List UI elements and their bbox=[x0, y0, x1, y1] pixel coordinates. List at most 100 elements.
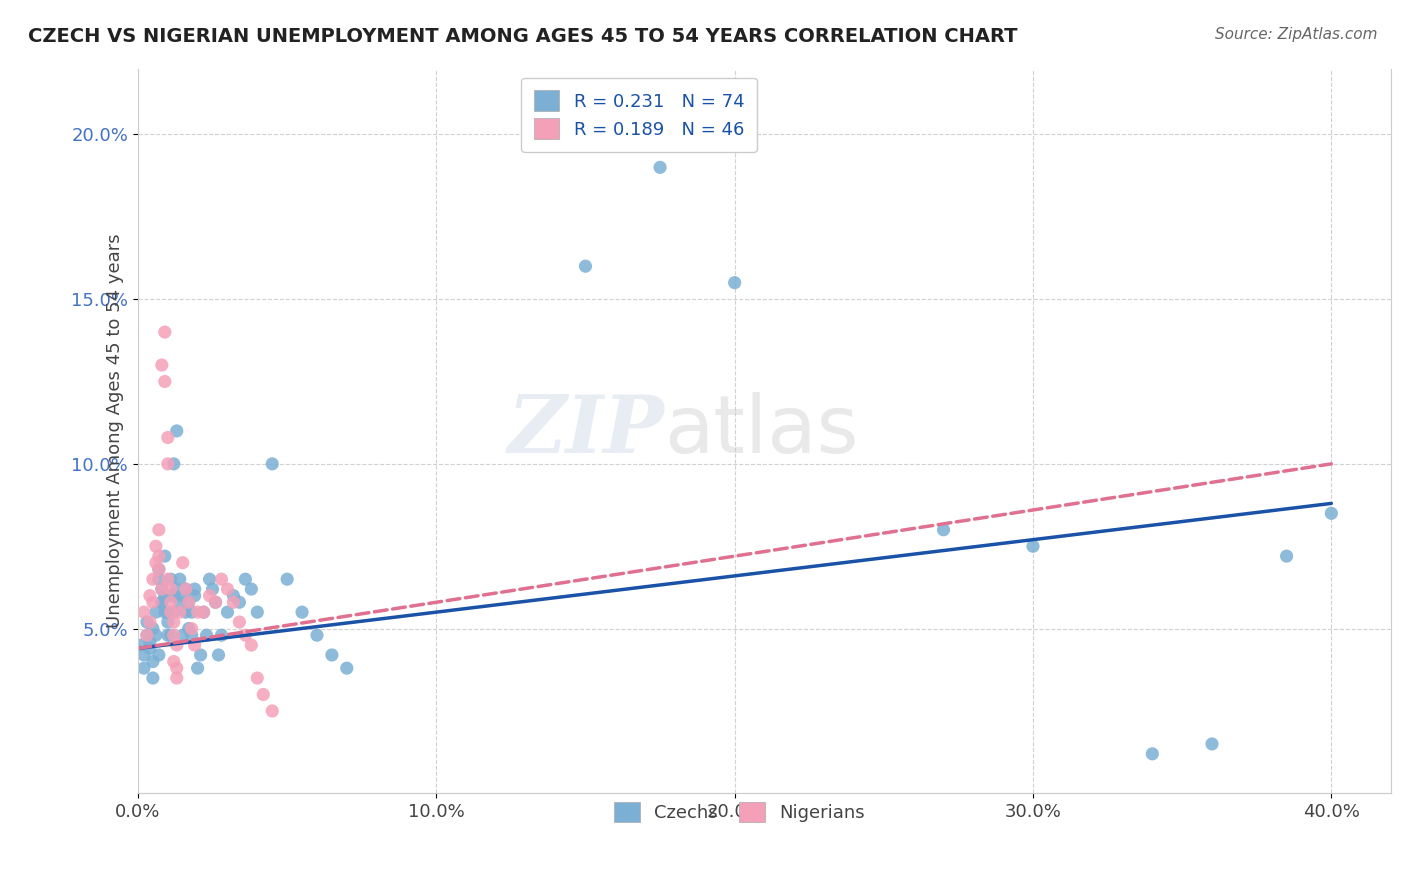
Point bbox=[172, 628, 194, 642]
Point bbox=[150, 595, 173, 609]
Point bbox=[574, 259, 596, 273]
Point bbox=[156, 628, 179, 642]
Point bbox=[132, 648, 155, 662]
Point bbox=[159, 605, 181, 619]
Point bbox=[172, 589, 194, 603]
Point bbox=[222, 589, 245, 603]
Point bbox=[195, 628, 218, 642]
Point bbox=[163, 457, 186, 471]
Point bbox=[145, 628, 167, 642]
Point bbox=[148, 549, 170, 563]
Point bbox=[222, 595, 245, 609]
Point bbox=[198, 589, 221, 603]
Point bbox=[150, 595, 173, 609]
Point bbox=[240, 638, 263, 652]
Point bbox=[139, 615, 162, 629]
Point bbox=[159, 582, 181, 596]
Point bbox=[153, 589, 176, 603]
Point bbox=[135, 628, 157, 642]
Legend: Czechs, Nigerians: Czechs, Nigerians bbox=[602, 789, 877, 835]
Point bbox=[156, 572, 179, 586]
Point bbox=[169, 595, 191, 609]
Point bbox=[142, 572, 165, 586]
Point bbox=[142, 671, 165, 685]
Point bbox=[139, 634, 162, 648]
Point bbox=[142, 655, 165, 669]
Point bbox=[145, 605, 167, 619]
Point bbox=[190, 648, 212, 662]
Point bbox=[139, 589, 162, 603]
Point bbox=[198, 572, 221, 586]
Point bbox=[183, 638, 205, 652]
Point bbox=[156, 457, 179, 471]
Point bbox=[132, 661, 155, 675]
Point bbox=[180, 628, 202, 642]
Point bbox=[163, 655, 186, 669]
Point bbox=[187, 605, 209, 619]
Point bbox=[145, 539, 167, 553]
Point bbox=[163, 589, 186, 603]
Point bbox=[150, 582, 173, 596]
Point bbox=[252, 688, 274, 702]
Point bbox=[166, 582, 188, 596]
Point bbox=[159, 595, 181, 609]
Point bbox=[148, 572, 170, 586]
Point bbox=[177, 622, 200, 636]
Point bbox=[262, 704, 284, 718]
Point bbox=[166, 638, 188, 652]
Point bbox=[142, 622, 165, 636]
Point bbox=[235, 628, 257, 642]
Point bbox=[183, 582, 205, 596]
Point bbox=[163, 615, 186, 629]
Point bbox=[174, 605, 197, 619]
Point bbox=[159, 572, 181, 586]
Point bbox=[166, 424, 188, 438]
Point bbox=[129, 638, 152, 652]
Text: CZECH VS NIGERIAN UNEMPLOYMENT AMONG AGES 45 TO 54 YEARS CORRELATION CHART: CZECH VS NIGERIAN UNEMPLOYMENT AMONG AGE… bbox=[28, 27, 1018, 45]
Point bbox=[276, 572, 298, 586]
Point bbox=[262, 457, 284, 471]
Point bbox=[159, 589, 181, 603]
Text: ZIP: ZIP bbox=[508, 392, 664, 470]
Point bbox=[159, 628, 181, 642]
Point bbox=[217, 582, 239, 596]
Point bbox=[148, 562, 170, 576]
Text: atlas: atlas bbox=[664, 392, 859, 470]
Point bbox=[305, 628, 328, 642]
Point bbox=[648, 161, 671, 175]
Point bbox=[148, 562, 170, 576]
Point bbox=[153, 549, 176, 563]
Point bbox=[1275, 549, 1298, 563]
Point bbox=[169, 605, 191, 619]
Point bbox=[169, 572, 191, 586]
Point bbox=[1201, 737, 1223, 751]
Point bbox=[174, 582, 197, 596]
Point bbox=[177, 595, 200, 609]
Point bbox=[153, 325, 176, 339]
Point bbox=[145, 556, 167, 570]
Point bbox=[193, 605, 215, 619]
Point bbox=[132, 605, 155, 619]
Point bbox=[193, 605, 215, 619]
Point bbox=[246, 605, 269, 619]
Y-axis label: Unemployment Among Ages 45 to 54 years: Unemployment Among Ages 45 to 54 years bbox=[105, 234, 124, 628]
Point bbox=[139, 641, 162, 656]
Point bbox=[228, 595, 250, 609]
Point bbox=[166, 671, 188, 685]
Point bbox=[172, 556, 194, 570]
Point bbox=[150, 358, 173, 372]
Point bbox=[142, 595, 165, 609]
Point bbox=[291, 605, 314, 619]
Point bbox=[235, 572, 257, 586]
Point bbox=[932, 523, 955, 537]
Point bbox=[163, 628, 186, 642]
Point bbox=[153, 605, 176, 619]
Point bbox=[156, 430, 179, 444]
Point bbox=[321, 648, 343, 662]
Point bbox=[183, 589, 205, 603]
Point bbox=[153, 375, 176, 389]
Point bbox=[724, 276, 747, 290]
Point bbox=[204, 595, 226, 609]
Point bbox=[156, 615, 179, 629]
Point bbox=[148, 648, 170, 662]
